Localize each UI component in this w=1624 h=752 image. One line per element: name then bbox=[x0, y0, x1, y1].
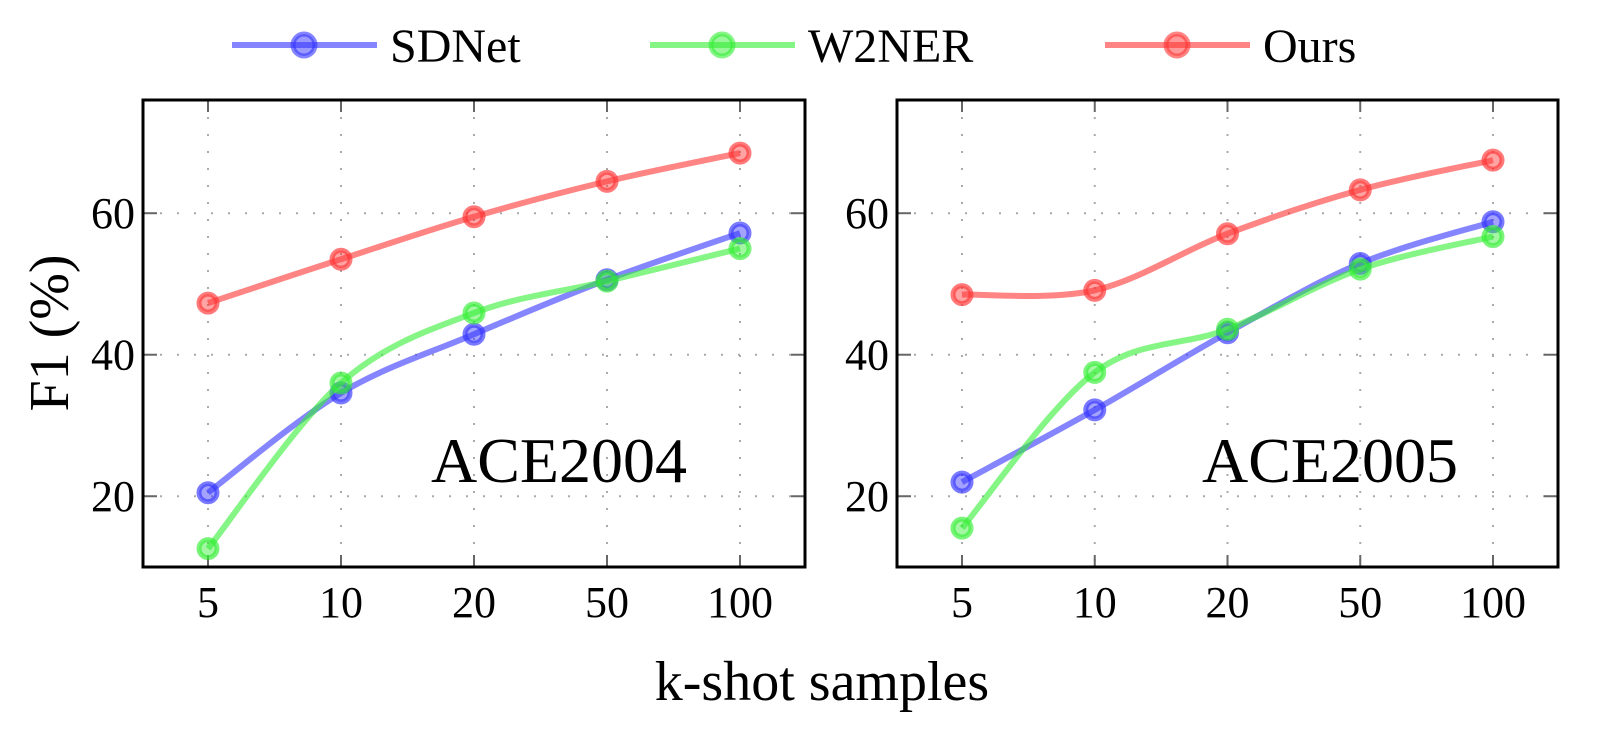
data-point-5 bbox=[950, 283, 974, 307]
panels: 5 10 20 50 100 20 40 60 ACE2004 5 10 20 50 100 20 40 60 A… bbox=[91, 98, 1560, 627]
data-point-5 bbox=[196, 481, 220, 505]
series-line bbox=[959, 233, 1494, 531]
y-axis-label: F1 (%) bbox=[19, 254, 81, 411]
data-point-100 bbox=[1481, 225, 1505, 249]
plot-frame bbox=[895, 98, 1560, 569]
legend-label: SDNet bbox=[390, 20, 521, 73]
panel-ace2005: 5 10 20 50 100 20 40 60 ACE2005 bbox=[845, 98, 1560, 627]
x-tick-label: 20 bbox=[452, 578, 496, 627]
data-point-50 bbox=[1348, 178, 1372, 202]
y-tick-label: 20 bbox=[845, 472, 889, 521]
x-tick-label: 50 bbox=[585, 578, 629, 627]
dataset-annotation: ACE2004 bbox=[431, 425, 687, 496]
x-tick-label: 5 bbox=[951, 578, 973, 627]
x-tick-label: 50 bbox=[1338, 578, 1382, 627]
data-point-20 bbox=[462, 322, 486, 346]
x-tick-label: 100 bbox=[1460, 578, 1526, 627]
series-w2ner bbox=[196, 237, 752, 561]
data-point-5 bbox=[950, 470, 974, 494]
data-point-20 bbox=[462, 205, 486, 229]
series-line bbox=[207, 150, 741, 306]
legend-item-w2ner: W2NER bbox=[650, 20, 973, 73]
x-tick-label: 20 bbox=[1206, 578, 1250, 627]
data-point-20 bbox=[462, 301, 486, 325]
data-point-5 bbox=[950, 516, 974, 540]
data-point-50 bbox=[595, 269, 619, 293]
data-point-100 bbox=[728, 237, 752, 261]
data-point-5 bbox=[196, 537, 220, 561]
legend-label: W2NER bbox=[808, 20, 973, 73]
panel-ace2004: 5 10 20 50 100 20 40 60 ACE2004 bbox=[91, 98, 807, 627]
legend-label: Ours bbox=[1263, 20, 1356, 73]
data-point-20 bbox=[1216, 222, 1239, 246]
data-point-5 bbox=[196, 291, 220, 315]
legend-marker bbox=[290, 31, 318, 59]
x-tick-label: 100 bbox=[707, 578, 773, 627]
series-ours bbox=[950, 148, 1505, 307]
legend-item-ours: Ours bbox=[1105, 20, 1356, 73]
data-point-20 bbox=[1216, 317, 1239, 341]
legend-item-sdnet: SDNet bbox=[232, 20, 521, 73]
y-tick-label: 40 bbox=[845, 331, 889, 380]
series-w2ner bbox=[950, 225, 1505, 540]
data-point-50 bbox=[1348, 257, 1372, 281]
series-line bbox=[206, 230, 741, 496]
y-tick-label: 40 bbox=[91, 331, 135, 380]
legend-marker bbox=[708, 31, 736, 59]
series-line bbox=[205, 245, 741, 551]
dataset-annotation: ACE2005 bbox=[1202, 425, 1458, 496]
x-tick-label: 10 bbox=[319, 578, 363, 627]
data-point-10 bbox=[329, 371, 353, 395]
data-point-10 bbox=[329, 247, 353, 271]
y-tick-label: 60 bbox=[845, 189, 889, 238]
data-point-50 bbox=[595, 169, 619, 193]
data-point-10 bbox=[1083, 278, 1107, 302]
data-point-10 bbox=[1083, 360, 1107, 384]
legend-marker bbox=[1163, 31, 1191, 59]
series-ours bbox=[196, 141, 752, 315]
data-point-10 bbox=[1083, 398, 1107, 422]
x-tick-label: 10 bbox=[1073, 578, 1117, 627]
x-axis-label: k-shot samples bbox=[655, 651, 989, 713]
data-point-100 bbox=[1481, 148, 1505, 172]
x-tick-label: 5 bbox=[197, 578, 219, 627]
plot-frame bbox=[141, 98, 807, 569]
y-tick-label: 20 bbox=[91, 472, 135, 521]
series-line bbox=[961, 157, 1494, 300]
legend: SDNet W2NER Ours bbox=[232, 20, 1356, 73]
series-line bbox=[960, 218, 1494, 485]
y-tick-label: 60 bbox=[91, 189, 135, 238]
data-point-100 bbox=[728, 141, 752, 165]
